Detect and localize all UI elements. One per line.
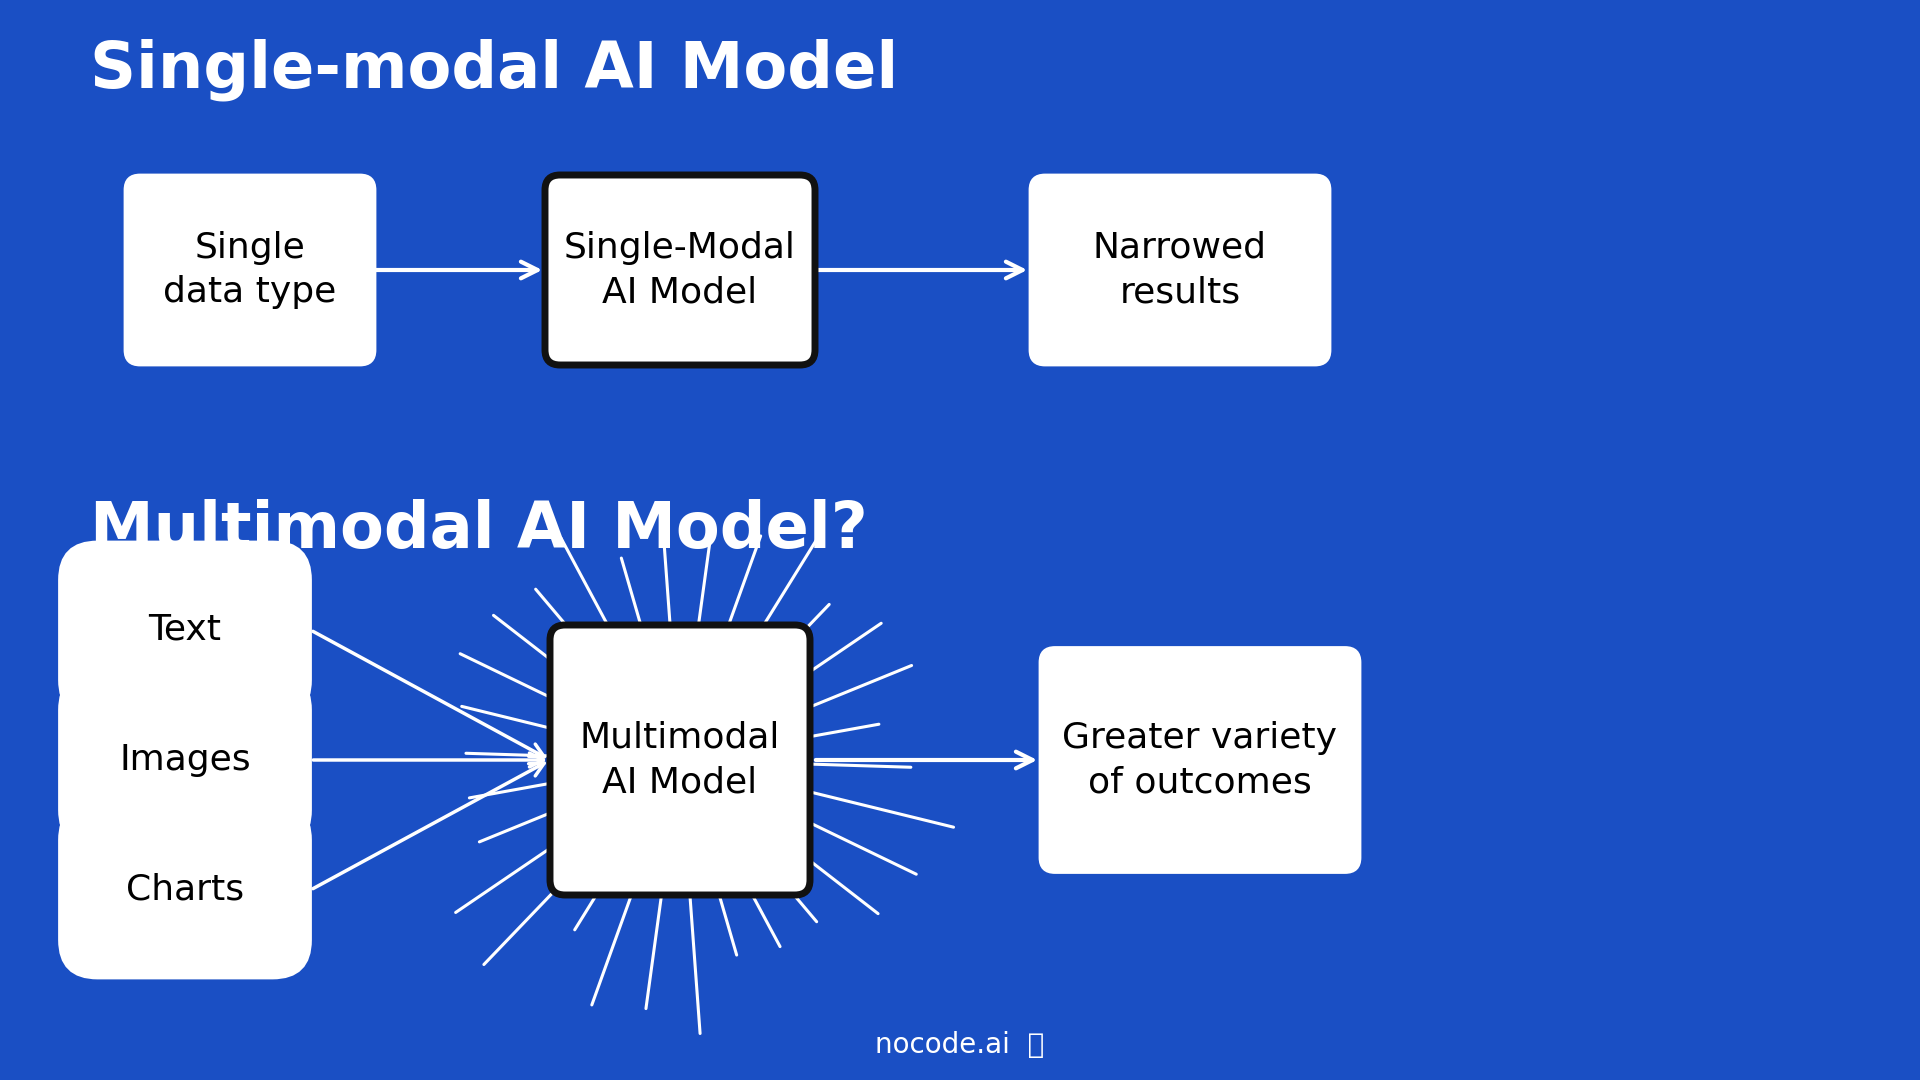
FancyBboxPatch shape bbox=[545, 175, 814, 365]
Text: Single-modal AI Model: Single-modal AI Model bbox=[90, 39, 899, 102]
Text: Multimodal
AI Model: Multimodal AI Model bbox=[580, 720, 780, 799]
FancyBboxPatch shape bbox=[60, 542, 311, 718]
Text: Multimodal AI Model?: Multimodal AI Model? bbox=[90, 499, 868, 561]
Text: Narrowed
results: Narrowed results bbox=[1092, 231, 1267, 309]
Text: Single
data type: Single data type bbox=[163, 231, 336, 309]
FancyBboxPatch shape bbox=[60, 672, 311, 848]
FancyBboxPatch shape bbox=[1041, 648, 1359, 873]
Text: Single-Modal
AI Model: Single-Modal AI Model bbox=[564, 231, 797, 309]
FancyBboxPatch shape bbox=[549, 625, 810, 895]
Text: Charts: Charts bbox=[127, 873, 244, 907]
Text: nocode.ai  🚀: nocode.ai 🚀 bbox=[876, 1031, 1044, 1059]
Text: Greater variety
of outcomes: Greater variety of outcomes bbox=[1062, 720, 1338, 799]
FancyBboxPatch shape bbox=[125, 175, 374, 365]
Text: Text: Text bbox=[148, 613, 221, 647]
Text: Images: Images bbox=[119, 743, 252, 777]
FancyBboxPatch shape bbox=[60, 802, 311, 978]
FancyBboxPatch shape bbox=[1029, 175, 1331, 365]
